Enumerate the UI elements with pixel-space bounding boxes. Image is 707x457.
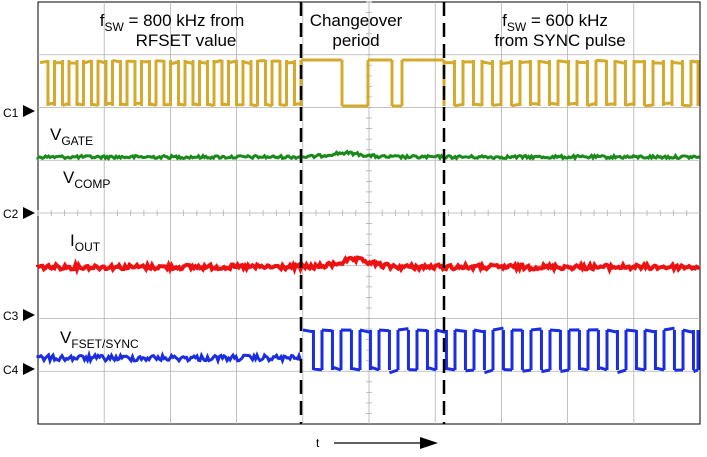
traces — [36, 58, 701, 375]
svg-text:C4: C4 — [3, 363, 19, 377]
c1-trace — [39, 58, 700, 108]
time-axis: t — [316, 436, 438, 450]
time-axis-label: t — [316, 436, 320, 450]
channel-marker-c4: C4 — [3, 363, 35, 377]
region1-subtitle: RFSET value — [136, 31, 237, 50]
vfset-trace — [36, 326, 700, 375]
changeover-dividers — [299, 2, 446, 424]
vgate-trace — [36, 149, 700, 162]
time-arrow-head — [420, 437, 438, 449]
vcomp-label: VCOMP — [63, 168, 110, 191]
vfset-label: VFSET/SYNC — [60, 328, 139, 351]
iout-trace — [36, 254, 701, 276]
vgate-label: VGATE — [50, 125, 93, 148]
region3-title: fSW = 600 kHz — [502, 11, 608, 34]
region1-title: fSW = 800 kHz from — [100, 11, 245, 34]
region3-subtitle: from SYNC pulse — [494, 31, 625, 50]
svg-text:C2: C2 — [3, 207, 19, 221]
iout-label: IOUT — [70, 231, 101, 254]
svg-text:C3: C3 — [3, 309, 19, 323]
svg-text:C1: C1 — [3, 106, 19, 120]
channel-marker-c1: C1 — [3, 105, 35, 120]
region2-title: Changeover — [310, 11, 403, 30]
channel-marker-c2: C2 — [3, 207, 35, 221]
channel-marker-c3: C3 — [3, 309, 35, 323]
region2-subtitle: period — [332, 31, 379, 50]
